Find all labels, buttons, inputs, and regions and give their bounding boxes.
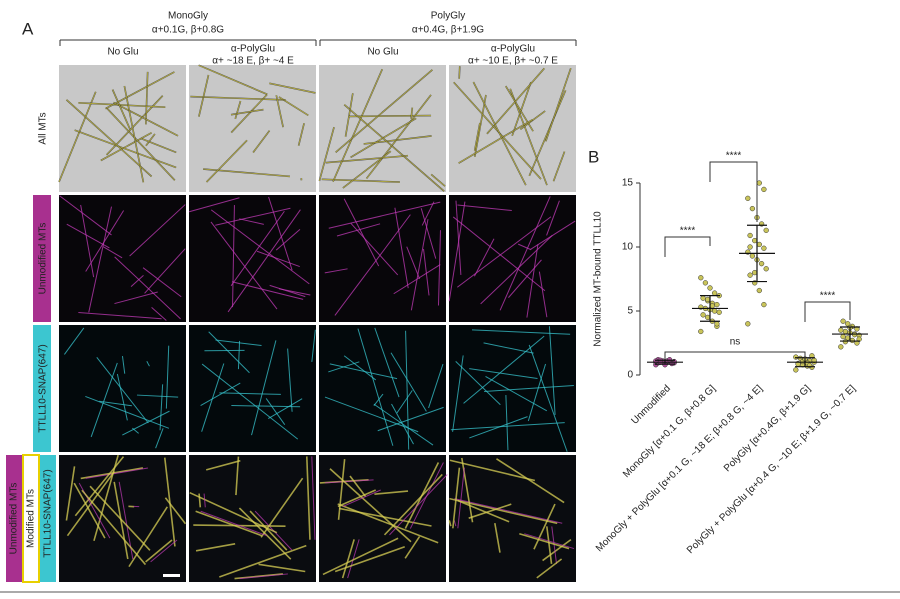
data-point [698,329,703,334]
data-point [757,181,762,186]
y-tick-label: 10 [622,242,634,253]
group-detail: α+0.4G, β+1.9G [412,25,484,36]
data-point [708,286,713,291]
data-point [752,270,757,275]
data-point [841,319,846,324]
data-point [745,196,750,201]
group-detail: α+0.1G, β+0.8G [152,25,224,36]
significance-label: ns [730,337,741,348]
data-point [838,344,843,349]
panel-label: A [22,19,34,38]
column-name: α-PolyGlu [231,44,275,55]
merge-label: TTLL10-SNAP(647) [43,469,54,557]
y-tick-label: 5 [627,306,633,317]
data-point [852,332,857,337]
y-axis-label: Normalized MT-bound TTLL10 [593,211,604,347]
data-point [701,312,706,317]
significance-bracket [665,237,710,257]
data-point [712,291,717,296]
micrograph [59,195,186,322]
column-detail: α+ ~10 E, β+ ~0.7 E [468,56,558,67]
data-point [717,310,722,315]
data-point [762,246,767,251]
data-point [748,273,753,278]
significance-label: **** [680,226,696,237]
data-point [750,206,755,211]
scale-bar [163,574,180,577]
column-detail: α+ ~18 E, β+ ~4 E [212,56,294,67]
data-point [759,261,764,266]
y-tick-label: 15 [622,178,634,189]
data-point [838,328,843,333]
data-point [793,355,798,360]
column-name: No Glu [367,47,398,58]
row-label: Unmodified MTs [38,223,49,295]
data-point [757,242,762,247]
data-point [841,334,846,339]
x-tick-label: PolyGly [α+0.4G, β+1.9 G] [722,383,813,474]
data-point [705,315,710,320]
data-point [750,254,755,259]
micrograph [189,455,316,582]
data-point [762,302,767,307]
data-point [762,187,767,192]
row-label: TTLL10-SNAP(647) [38,344,49,432]
group-name: MonoGly [168,11,208,22]
data-point [757,288,762,293]
x-tick-label: MonoGly [α+0.1 G, β+0.8 G] [621,383,718,480]
merge-label: Modified MTs [26,489,37,548]
data-point [701,296,706,301]
data-point [843,329,848,334]
micrograph [319,65,446,192]
data-point [715,302,720,307]
data-point [764,266,769,271]
row-label: All MTs [38,112,49,144]
micrograph [449,195,576,322]
data-point [703,280,708,285]
x-tick-label: Unmodified [629,383,673,427]
data-point [705,297,710,302]
column-name: α-PolyGlu [491,44,535,55]
data-point [752,238,757,243]
significance-bracket [665,352,805,360]
significance-label: **** [820,291,836,302]
data-point [710,303,715,308]
data-point [715,321,720,326]
column-name: No Glu [107,47,138,58]
data-point [712,309,717,314]
micrograph [449,325,576,452]
x-tick-label: MonoGly + PolyGlu [α+0.1 G, ~18 E; β+0.8… [594,383,765,554]
data-point [843,339,848,344]
data-point [748,245,753,250]
group-name: PolyGly [431,11,465,22]
data-point [793,367,798,372]
data-point [698,275,703,280]
data-point [850,338,855,343]
merge-label: Unmodified MTs [9,483,20,555]
data-point [764,228,769,233]
significance-bracket [710,162,757,222]
panel-label: B [588,147,599,166]
x-tick-label: PolyGly + PolyGlu [α+0.4 G, ~10 E; β+1.9… [685,383,858,556]
data-point [748,233,753,238]
data-point [745,321,750,326]
significance-label: **** [726,151,742,162]
y-tick-label: 0 [627,370,633,381]
micrograph [319,325,446,452]
